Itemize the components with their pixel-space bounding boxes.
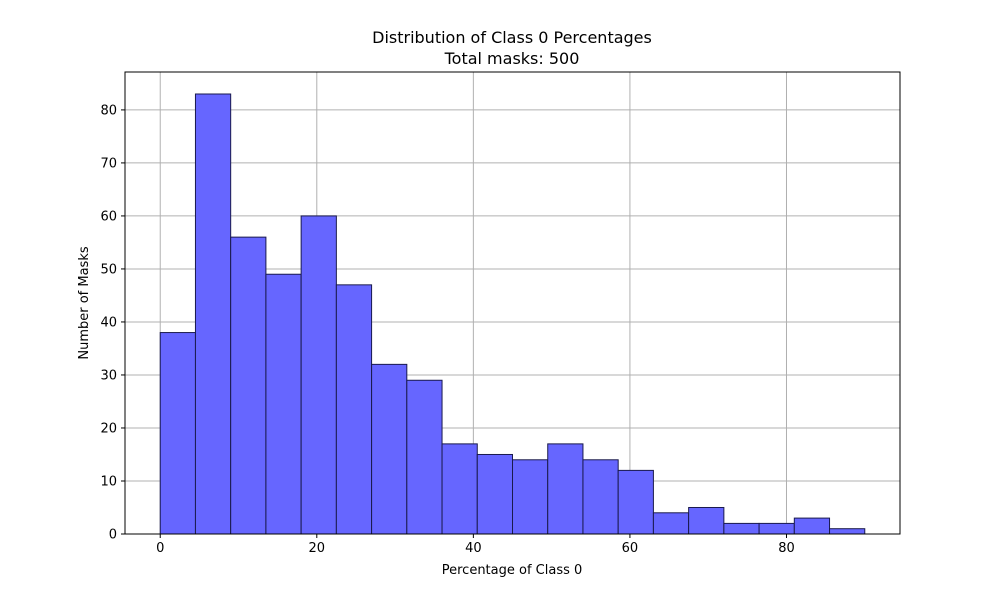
y-axis-label: Number of Masks xyxy=(77,246,92,360)
histogram-bar xyxy=(617,469,654,535)
histogram-bar xyxy=(688,506,725,535)
histogram-bar xyxy=(441,443,478,535)
y-tick-label: 50 xyxy=(100,262,117,277)
histogram-bar xyxy=(406,379,443,535)
chart-subtitle: Total masks: 500 xyxy=(444,49,580,68)
histogram-bar xyxy=(723,522,760,535)
histogram-bar xyxy=(230,236,267,535)
y-tick-label: 60 xyxy=(100,209,117,224)
x-tick-label: 20 xyxy=(309,541,326,556)
histogram-bar xyxy=(547,443,584,535)
histogram-bar xyxy=(582,459,619,535)
histogram-bar xyxy=(265,273,302,535)
y-tick-label: 20 xyxy=(100,421,117,436)
chart-title: Distribution of Class 0 Percentages xyxy=(372,28,652,47)
axis-ticks: 0 20 40 60 80 0 10 20 30 40 50 60 70 80 xyxy=(100,103,794,556)
histogram-bar xyxy=(159,332,196,535)
histogram-bar xyxy=(652,512,690,535)
y-tick-label: 30 xyxy=(100,368,117,383)
histogram-bar xyxy=(829,528,866,535)
y-tick-label: 0 xyxy=(109,528,117,543)
histogram-bar xyxy=(300,215,337,535)
x-axis-label: Percentage of Class 0 xyxy=(442,563,583,578)
histogram-bar xyxy=(512,459,549,535)
y-tick-label: 40 xyxy=(100,315,117,330)
histogram-bar xyxy=(335,284,373,535)
x-tick-label: 60 xyxy=(622,541,639,556)
x-tick-label: 40 xyxy=(465,541,482,556)
y-tick-label: 10 xyxy=(100,474,117,489)
histogram-bar xyxy=(793,517,831,535)
histogram-bars xyxy=(159,93,866,535)
x-tick-label: 80 xyxy=(778,541,795,556)
y-tick-label: 80 xyxy=(100,103,117,118)
histogram-bar xyxy=(194,93,232,535)
y-tick-label: 70 xyxy=(100,156,117,171)
plot-frame xyxy=(124,71,901,535)
x-tick-label: 0 xyxy=(156,541,164,556)
histogram-bar xyxy=(476,453,514,535)
histogram-bar xyxy=(371,363,408,535)
histogram-bar xyxy=(758,522,795,535)
